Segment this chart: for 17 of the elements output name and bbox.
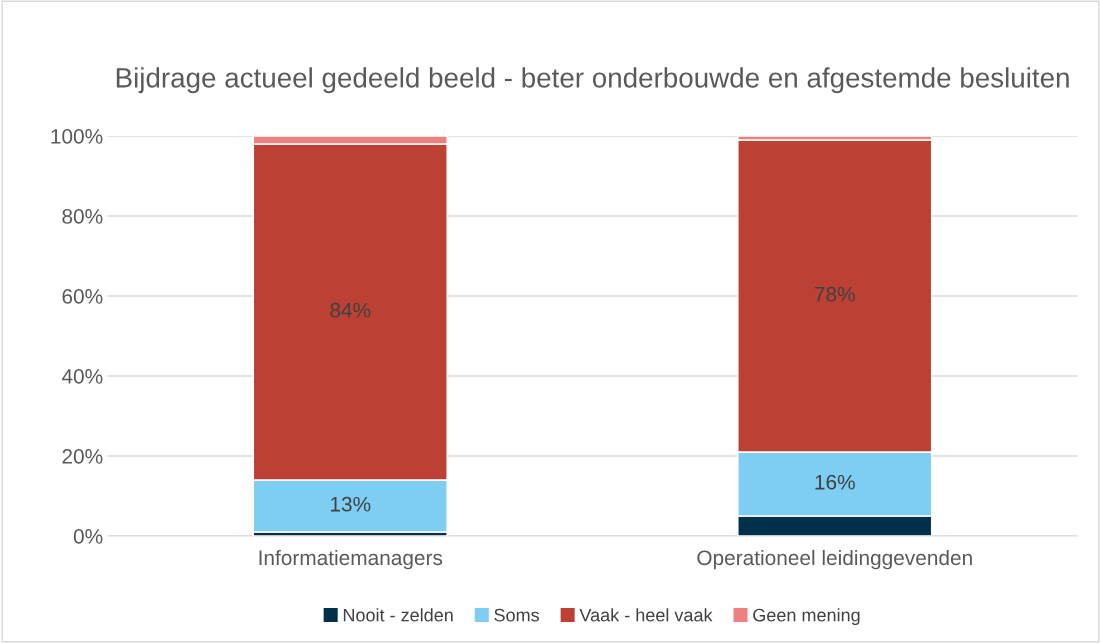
legend-label: Nooit - zelden [343,608,453,622]
data-label: 78% [814,286,855,302]
x-tick-label: Operationeel leidinggevenden [697,549,972,570]
y-tick-label: 60% [62,289,103,304]
legend-label: Geen mening [753,608,860,626]
legend-label: Vaak - heel vaak [579,608,713,622]
y-tick-label: 0% [73,529,103,544]
data-label: 16% [815,474,855,490]
y-tick-label: 20% [62,449,103,464]
legend-label: Soms [494,608,540,622]
y-tick-label: 100% [51,129,103,144]
y-tick-label: 80% [62,209,103,224]
y-tick-label: 40% [61,369,103,384]
data-label: 84% [330,302,371,318]
x-tick-label: Informatiemanagers [259,549,443,570]
chart-title: Bijdrage actueel gedeeld beeld - beter onderbouwde en afgestemde besluiten [116,67,1069,94]
data-label: 13% [330,496,371,512]
